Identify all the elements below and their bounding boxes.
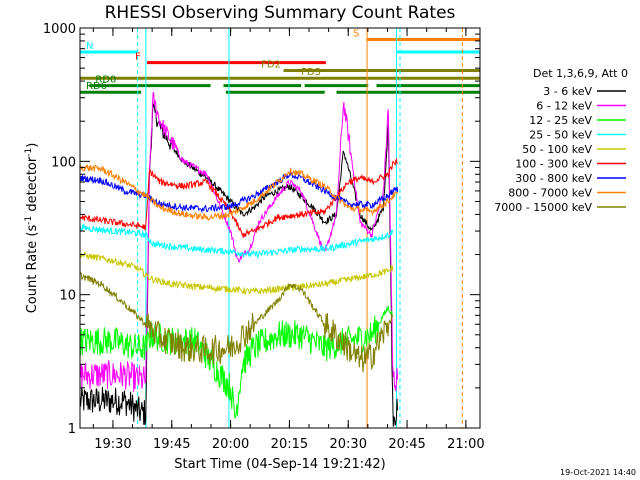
x-axis-ticks: 19:30 19:45 20:00 20:15 20:30 20:45 21:00	[92, 28, 485, 452]
flag-label-rd6: RD6	[86, 81, 107, 92]
y-axis-label-main: Count Rate (s	[25, 225, 40, 314]
flag-label-rd0: RD0	[95, 75, 116, 86]
x-tick-label-19-30: 19:30	[94, 437, 131, 452]
series-800-7000-kev	[79, 163, 399, 222]
x-tick-label-20-30: 20:30	[330, 437, 367, 452]
legend-label-100-300-kev: 100 - 300 keV	[515, 158, 592, 171]
flag-bars: NSFFD2FD3RD0RD6	[80, 28, 480, 94]
flag-label-fd3: FD3	[301, 67, 321, 78]
x-tick-label-20-00: 20:00	[212, 437, 249, 452]
series-12-25-kev	[79, 305, 394, 419]
x-tick-label-21-00: 21:00	[447, 437, 484, 452]
series-300-800-kev	[79, 171, 399, 214]
y-axis-label-close: )	[25, 143, 40, 148]
legend-label-50-100-kev: 50 - 100 keV	[522, 143, 592, 156]
series-100-300-kev	[79, 157, 398, 238]
x-tick-label-20-15: 20:15	[271, 437, 308, 452]
legend-label-3-6-kev: 3 - 6 keV	[543, 85, 592, 98]
y-axis-label-rest: detector	[25, 156, 40, 216]
legend-label-12-25-kev: 12 - 25 keV	[529, 114, 592, 127]
series-50-100-kev	[79, 251, 394, 296]
legend-label-25-50-kev: 25 - 50 keV	[529, 129, 592, 142]
legend-title: Det 1,3,6,9, Att 0	[533, 67, 628, 80]
y-tick-label-10: 10	[59, 289, 76, 304]
y-axis-ticks: 1 10 100 1000	[43, 22, 480, 437]
series-25-50-kev	[79, 223, 394, 259]
y-axis-label-sup-2: -1	[24, 148, 34, 157]
x-axis-label: Start Time (04-Sep-14 19:21:42)	[174, 457, 385, 472]
footer-timestamp: 19-Oct-2021 14:40	[560, 468, 636, 477]
x-tick-label-20-45: 20:45	[388, 437, 425, 452]
series-6-12-kev	[79, 91, 399, 392]
y-tick-label-100: 100	[51, 155, 76, 170]
legend-label-7000-15000-kev: 7000 - 15000 keV	[494, 201, 592, 214]
x-tick-label-19-45: 19:45	[153, 437, 190, 452]
y-axis-label-sup: -1	[24, 216, 34, 225]
y-tick-label-1000: 1000	[43, 22, 76, 37]
y-axis-label: Count Rate (s-1 detector-1)	[24, 143, 40, 314]
legend-label-300-800-kev: 300 - 800 keV	[515, 172, 592, 185]
legend-label-6-12-kev: 6 - 12 keV	[536, 100, 592, 113]
flag-label-n: N	[86, 41, 93, 52]
plot-frame	[79, 27, 481, 429]
y-tick-label-1: 1	[68, 422, 76, 437]
series-lines	[79, 91, 399, 427]
series-7000-15000-kev	[79, 272, 394, 373]
chart-title: RHESSI Observing Summary Count Rates	[105, 3, 456, 23]
flag-label-s: S	[353, 28, 359, 39]
flag-label-fd2: FD2	[261, 60, 281, 71]
legend-label-800-7000-kev: 800 - 7000 keV	[508, 187, 592, 200]
